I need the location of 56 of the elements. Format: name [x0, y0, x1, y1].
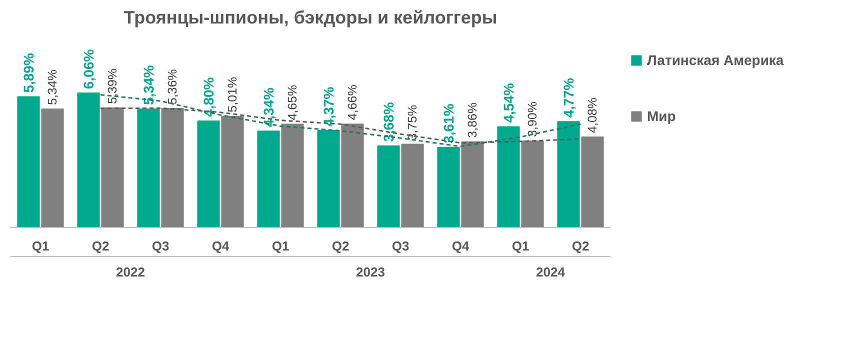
bar: [197, 120, 220, 228]
x-tick-label: Q1: [272, 238, 290, 254]
data-label: 4,66%: [346, 84, 360, 120]
data-label: 5,39%: [106, 68, 120, 104]
data-label: 3,90%: [526, 102, 540, 137]
x-tick-label: Q2: [332, 238, 350, 254]
bar: [101, 107, 124, 228]
x-tick-label: Q4: [452, 238, 470, 254]
bar: [341, 124, 364, 228]
data-label: 5,36%: [166, 69, 180, 105]
data-label: 4,65%: [286, 84, 300, 120]
text: 2024: [536, 264, 566, 280]
text: 2022: [116, 264, 145, 280]
data-label: 3,86%: [466, 102, 480, 138]
bar: [281, 124, 304, 228]
data-label: 5,01%: [226, 76, 240, 112]
x-tick-label: Q2: [92, 238, 110, 254]
bar: [137, 108, 160, 228]
data-label: 5,34%: [140, 64, 156, 105]
text: 2023: [356, 264, 385, 280]
chart-title: Троянцы-шпионы, бэкдоры и кейлоггеры: [124, 8, 498, 28]
bar: [521, 140, 544, 228]
data-label: 3,68%: [380, 102, 396, 142]
bar: [257, 130, 280, 228]
data-label: 3,61%: [440, 103, 456, 144]
data-label: 4,54%: [500, 82, 516, 123]
x-tick-label: Q1: [32, 238, 50, 254]
data-label: 4,37%: [320, 86, 336, 127]
data-label: 6,06%: [80, 48, 96, 90]
bar: [401, 144, 424, 228]
x-tick-label: Q3: [392, 238, 410, 254]
bar: [77, 92, 100, 228]
legend-label: Латинская Америка: [647, 52, 784, 68]
bar: [317, 130, 340, 228]
data-label: 4,77%: [560, 77, 576, 118]
bar: [221, 116, 244, 228]
bar: [557, 121, 580, 228]
x-tick-label: Q2: [572, 238, 590, 254]
bar: [377, 145, 400, 228]
x-tick-label: Q1: [512, 238, 530, 254]
data-label: 5,34%: [46, 70, 60, 105]
bar: [161, 108, 184, 228]
data-label: 4,08%: [586, 98, 600, 133]
data-label: 4,80%: [200, 76, 216, 117]
bar: [17, 96, 40, 228]
data-label: 3,75%: [406, 104, 420, 140]
x-tick-label: Q3: [152, 238, 170, 254]
bar: [41, 108, 64, 228]
x-tick-label: Q4: [212, 238, 230, 254]
data-label: 5,89%: [20, 52, 36, 93]
bar: [497, 126, 520, 228]
data-label: 4,34%: [260, 86, 276, 128]
bar: [437, 146, 460, 228]
legend-label: Мир: [647, 108, 676, 124]
bar: [581, 136, 604, 228]
bar: [461, 141, 484, 228]
